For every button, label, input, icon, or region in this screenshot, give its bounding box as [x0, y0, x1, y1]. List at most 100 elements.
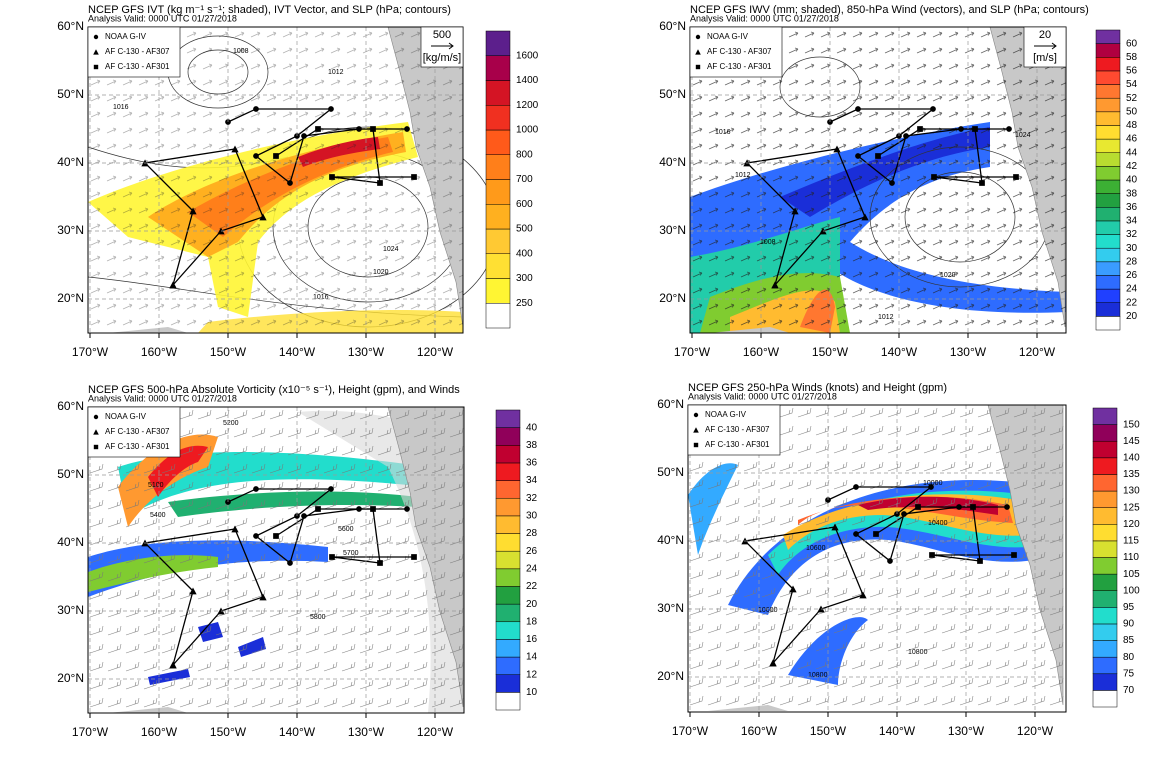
colorbar-label: 38	[526, 440, 538, 451]
colorbar-label: 28	[1126, 256, 1138, 267]
colorbar-box	[485, 228, 511, 254]
lon-label: 130°W	[348, 345, 385, 359]
colorbar-label: 10	[526, 687, 538, 698]
contour-label: 5400	[150, 512, 166, 519]
colorbar-box	[1095, 193, 1121, 208]
colorbar-label: 34	[526, 475, 538, 486]
colorbar-label: 140	[1123, 452, 1140, 463]
colorbar-box	[1095, 288, 1121, 303]
colorbar-label: 1400	[516, 75, 539, 86]
colorbar-label: 150	[1123, 419, 1140, 430]
contour-label: 1016	[313, 294, 329, 301]
colorbar-label: 38	[1126, 188, 1138, 199]
colorbar-box	[495, 603, 521, 623]
colorbar-label: 36	[526, 458, 538, 469]
lon-label: 120°W	[417, 345, 454, 359]
colorbar-box	[1095, 220, 1121, 235]
legend-box	[87, 406, 181, 458]
colorbar-label: 125	[1123, 502, 1140, 513]
colorbar-label: 12	[526, 669, 538, 680]
lat-label: 20°N	[57, 291, 84, 305]
colorbar-label: 40	[526, 422, 538, 433]
colorbar-box	[485, 179, 511, 205]
lat-label: 60°N	[659, 19, 686, 33]
lat-label: 30°N	[659, 223, 686, 237]
colorbar-label: 60	[1126, 38, 1138, 49]
colorbar-box	[495, 621, 521, 640]
colorbar-label: 75	[1123, 668, 1135, 679]
colorbar-label: 16	[526, 634, 538, 645]
colorbar-box	[1095, 316, 1121, 331]
lon-label: 140°W	[279, 725, 316, 739]
colorbar-box	[485, 204, 511, 230]
colorbar-label: 40	[1126, 175, 1138, 186]
lat-label: 40°N	[57, 155, 84, 169]
colorbar-box	[1092, 540, 1118, 558]
lon-label: 120°W	[1019, 345, 1056, 359]
colorbar-box	[485, 278, 511, 304]
lon-label: 150°W	[810, 724, 847, 738]
colorbar-label: 52	[1126, 93, 1138, 104]
colorbar-label: 22	[1126, 297, 1138, 308]
contour-label: 5600	[338, 526, 354, 533]
colorbar-box	[1095, 302, 1121, 317]
lon-label: 170°W	[674, 345, 711, 359]
legend-box	[689, 26, 783, 78]
lon-label: 160°W	[141, 725, 178, 739]
panel-1-map: 1008 1012 1016 1020 1024 1012	[690, 26, 1066, 334]
legend-label: AF C-130 - AF307	[705, 425, 770, 434]
panel-title: NCEP GFS IVT (kg m⁻¹ s⁻¹; shaded), IVT V…	[88, 4, 451, 16]
colorbar-box	[495, 515, 521, 534]
lon-label: 150°W	[210, 345, 247, 359]
panel: 60°N 50°N 40°N 30°N 20°N 170°W 160°W 150°W 140°W…	[659, 4, 1089, 359]
colorbar-label: 28	[526, 528, 538, 539]
colorbar-box	[495, 427, 521, 446]
contour-label: 10600	[758, 607, 778, 614]
colorbar-label: 145	[1123, 436, 1140, 447]
colorbar-box	[1092, 440, 1118, 459]
colorbar-box	[495, 480, 521, 499]
lon-label: 120°W	[1017, 724, 1054, 738]
lat-label: 20°N	[57, 671, 84, 685]
colorbar-box	[1095, 29, 1121, 44]
contour-label: 1024	[1015, 132, 1031, 139]
colorbar-box	[1095, 179, 1121, 194]
legend-label: AF C-130 - AF301	[105, 442, 170, 451]
legend-label: AF C-130 - AF307	[105, 47, 170, 56]
colorbar-label: 135	[1123, 469, 1140, 480]
contour-label: 1016	[715, 129, 731, 136]
lon-label: 150°W	[210, 725, 247, 739]
contour-label: 1020	[373, 269, 389, 276]
legend-label: AF C-130 - AF307	[105, 427, 170, 436]
contour-label: 1016	[113, 104, 129, 111]
colorbar-label: 20	[1126, 311, 1138, 322]
legend-label: NOAA G-IV	[705, 410, 747, 419]
colorbar-box	[1092, 573, 1118, 591]
colorbar-label: 500	[516, 224, 533, 235]
colorbar-label: 80	[1123, 652, 1135, 663]
colorbar-box	[1092, 407, 1118, 425]
colorbar-box	[1095, 138, 1121, 153]
panel-title: NCEP GFS IWV (mm; shaded), 850-hPa Wind …	[690, 4, 1089, 16]
colorbar-label: 14	[526, 652, 538, 663]
lon-label: 140°W	[279, 345, 316, 359]
lat-label: 50°N	[659, 87, 686, 101]
vector-ref-unit: [kg/m/s]	[423, 52, 462, 64]
colorbar-label: 58	[1126, 52, 1138, 63]
colorbar-box	[1095, 275, 1121, 290]
contour-label: 1020	[940, 272, 956, 279]
colorbar-box	[495, 639, 521, 658]
colorbar-box	[1092, 607, 1118, 625]
colorbar-label: 50	[1126, 106, 1138, 117]
colorbar-label: 105	[1123, 569, 1140, 580]
legend-label: NOAA G-IV	[105, 32, 147, 41]
lat-label: 50°N	[57, 87, 84, 101]
lon-label: 160°W	[741, 724, 778, 738]
colorbar-label: 1600	[516, 50, 539, 61]
colorbar-box	[1092, 590, 1118, 608]
colorbar-box	[495, 674, 521, 693]
colorbar-label: 800	[516, 149, 533, 160]
colorbar-box	[495, 586, 521, 605]
colorbar-box	[1095, 247, 1121, 263]
colorbar-box	[495, 568, 521, 587]
